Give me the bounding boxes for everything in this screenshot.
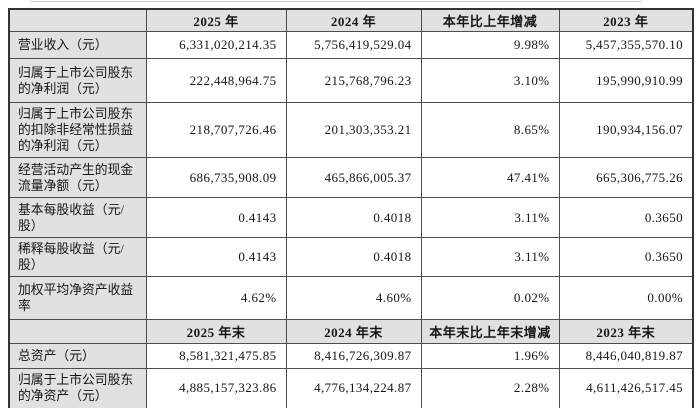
value-cell: 5,457,355,570.10	[558, 31, 694, 59]
column-header: 2024 年	[285, 8, 422, 32]
row-label: 总资产（元）	[8, 343, 147, 369]
column-header: 2025 年末	[145, 319, 287, 344]
value-cell: 3.11%	[420, 197, 560, 238]
table-row: 归属于上市公司股东的净利润（元） 222,448,964.75 215,768,79…	[8, 58, 694, 103]
value-cell: 0.02%	[420, 276, 560, 320]
column-header: 本年比上年增减	[420, 8, 560, 32]
table-row: 加权平均净资产收益率 4.62% 4.60% 0.02% 0.00%	[8, 276, 694, 320]
value-cell: 0.00%	[558, 276, 694, 320]
value-cell: 222,448,964.75	[145, 58, 287, 103]
row-label: 归属于上市公司股东的净资产（元）	[8, 368, 147, 408]
table-row: 基本每股收益（元/股） 0.4143 0.4018 3.11% 0.3650	[8, 197, 694, 238]
value-cell: 2.28%	[420, 368, 560, 408]
value-cell: 4.62%	[145, 276, 287, 320]
value-cell: 0.4018	[285, 237, 422, 277]
table-row: 稀释每股收益（元/股） 0.4143 0.4018 3.11% 0.3650	[8, 237, 694, 277]
value-cell: 0.4143	[145, 197, 287, 238]
value-cell: 5,756,419,529.04	[285, 31, 422, 59]
value-cell: 8,581,321,475.85	[145, 343, 287, 369]
table-row: 归属于上市公司股东的净资产（元） 4,885,157,323.86 4,776,13…	[8, 368, 694, 408]
value-cell: 4,611,426,517.45	[558, 368, 694, 408]
row-label: 加权平均净资产收益率	[8, 276, 147, 320]
value-cell: 201,303,353.21	[285, 102, 422, 158]
value-cell: 0.3650	[558, 197, 694, 238]
column-header: 2025 年	[145, 8, 287, 32]
column-header: 2024 年末	[285, 319, 422, 344]
value-cell: 1.96%	[420, 343, 560, 369]
value-cell: 4,885,157,323.86	[145, 368, 287, 408]
corner-cell	[8, 8, 147, 32]
table-row: 总资产（元） 8,581,321,475.85 8,416,726,309.87 1.…	[8, 343, 694, 369]
value-cell: 47.41%	[420, 157, 560, 198]
header-row: 2025 年末 2024 年末 本年末比上年末增减 2023 年末	[8, 319, 694, 344]
value-cell: 0.4143	[145, 237, 287, 277]
scan-artifact-line	[30, 1, 642, 2]
value-cell: 3.11%	[420, 237, 560, 277]
table-row: 归属于上市公司股东的扣除非经常性损益的净利润（元） 218,707,726.46 2…	[8, 102, 694, 158]
header-row: 2025 年 2024 年本年比上年增减 2023 年	[8, 8, 694, 32]
row-label: 稀释每股收益（元/股）	[8, 237, 147, 277]
corner-cell	[8, 319, 147, 344]
value-cell: 6,331,020,214.35	[145, 31, 287, 59]
row-label: 营业收入（元）	[8, 31, 147, 59]
column-header: 2023 年末	[558, 319, 694, 344]
table-row: 营业收入（元） 6,331,020,214.35 5,756,419,529.04 9…	[8, 31, 694, 59]
value-cell: 665,306,775.26	[558, 157, 694, 198]
row-label: 归属于上市公司股东的扣除非经常性损益的净利润（元）	[8, 102, 147, 158]
value-cell: 190,934,156.07	[558, 102, 694, 158]
value-cell: 9.98%	[420, 31, 560, 59]
column-header: 本年末比上年末增减	[420, 319, 560, 344]
value-cell: 686,735,908.09	[145, 157, 287, 198]
value-cell: 195,990,910.99	[558, 58, 694, 103]
value-cell: 215,768,796.23	[285, 58, 422, 103]
value-cell: 8,446,040,819.87	[558, 343, 694, 369]
financial-table: 2025 年 2024 年本年比上年增减 2023 年营业收入（元） 6,331,02…	[8, 8, 694, 408]
row-label: 基本每股收益（元/股）	[8, 197, 147, 238]
value-cell: 465,866,005.37	[285, 157, 422, 198]
value-cell: 8,416,726,309.87	[285, 343, 422, 369]
table-row: 经营活动产生的现金流量净额（元） 686,735,908.09 465,866,00…	[8, 157, 694, 198]
column-header: 2023 年	[558, 8, 694, 32]
financial-table-body: 2025 年 2024 年本年比上年增减 2023 年营业收入（元） 6,331,02…	[8, 8, 694, 408]
value-cell: 4,776,134,224.87	[285, 368, 422, 408]
value-cell: 4.60%	[285, 276, 422, 320]
row-label: 归属于上市公司股东的净利润（元）	[8, 58, 147, 103]
value-cell: 8.65%	[420, 102, 560, 158]
value-cell: 218,707,726.46	[145, 102, 287, 158]
value-cell: 0.3650	[558, 237, 694, 277]
row-label: 经营活动产生的现金流量净额（元）	[8, 157, 147, 198]
value-cell: 3.10%	[420, 58, 560, 103]
value-cell: 0.4018	[285, 197, 422, 238]
